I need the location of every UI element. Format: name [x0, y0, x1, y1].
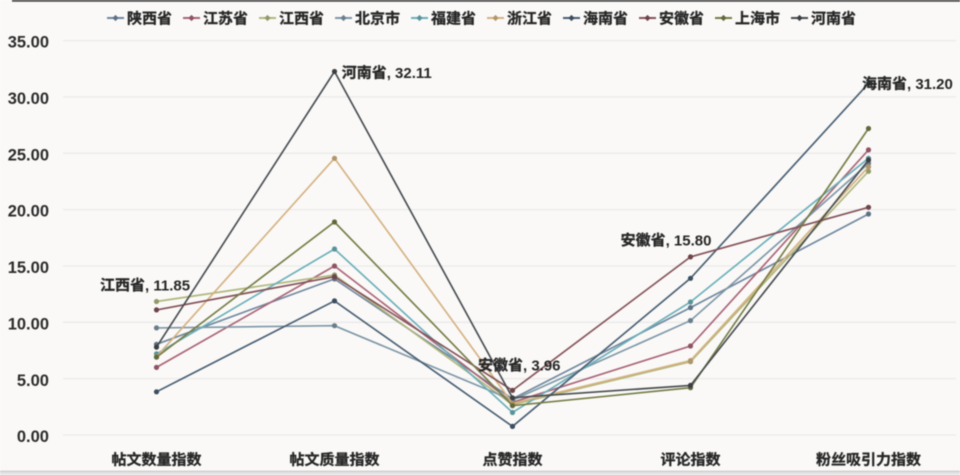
svg-text:30.00: 30.00 — [8, 90, 49, 108]
svg-text:35.00: 35.00 — [8, 34, 49, 52]
svg-text:, 15.80: , 15.80 — [666, 232, 712, 249]
svg-text:, 3.96: , 3.96 — [523, 357, 561, 374]
svg-text:10.00: 10.00 — [8, 315, 49, 333]
svg-text:0.00: 0.00 — [17, 428, 49, 446]
svg-text:5.00: 5.00 — [17, 372, 49, 390]
svg-text:, 32.11: , 32.11 — [387, 65, 432, 82]
svg-text:15.00: 15.00 — [8, 259, 49, 277]
svg-text:20.00: 20.00 — [8, 203, 49, 221]
svg-text:, 31.20: , 31.20 — [907, 76, 953, 93]
svg-text:25.00: 25.00 — [8, 146, 49, 164]
svg-text:, 11.85: , 11.85 — [145, 277, 190, 294]
